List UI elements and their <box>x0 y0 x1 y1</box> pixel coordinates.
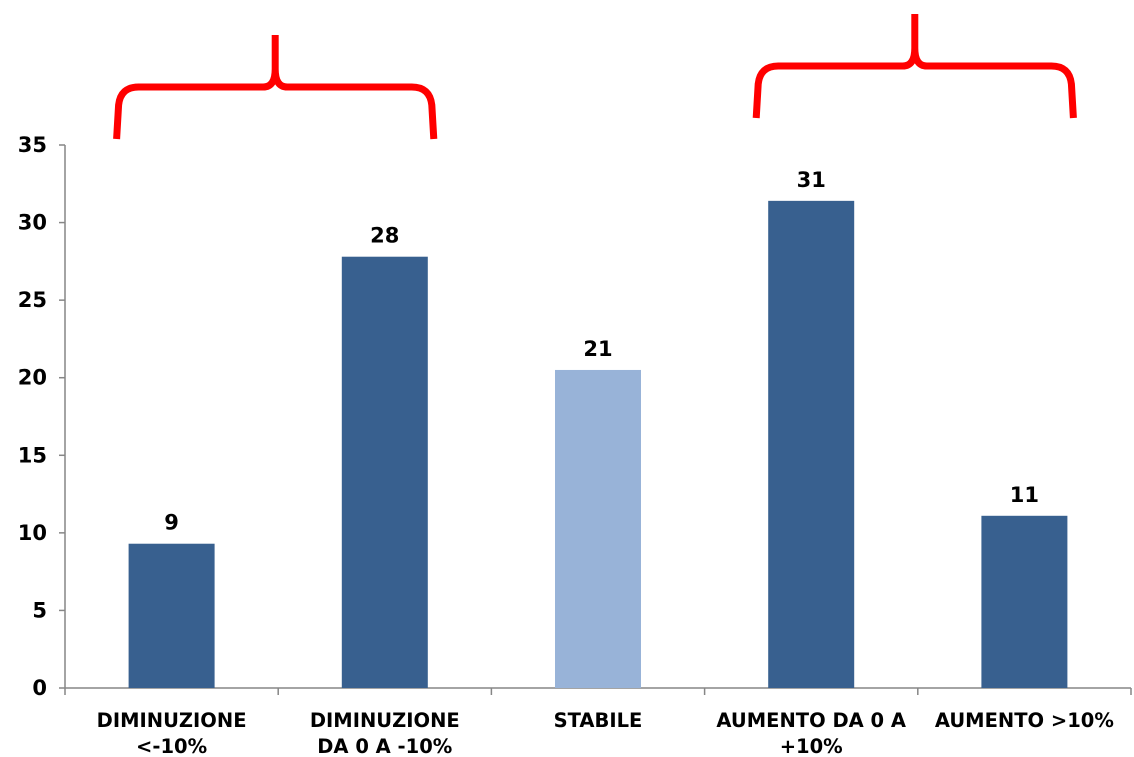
y-tick-label: 25 <box>18 288 47 312</box>
data-label: 21 <box>583 337 612 361</box>
y-tick-label: 20 <box>18 366 47 390</box>
curly-bracket-annotation <box>113 35 438 140</box>
category-label: +10% <box>780 735 843 757</box>
bar <box>555 369 641 688</box>
category-label: AUMENTO DA 0 A <box>716 709 906 732</box>
y-tick-label: 30 <box>18 211 47 235</box>
chart-bars <box>128 200 1068 688</box>
data-label: 11 <box>1010 483 1039 507</box>
category-label: DIMINUZIONE <box>97 709 247 732</box>
data-label: 28 <box>370 224 399 248</box>
y-tick-label: 10 <box>18 521 47 545</box>
y-tick-label: 0 <box>32 676 47 700</box>
data-label: 31 <box>797 168 826 192</box>
bar <box>981 515 1068 688</box>
bracket-annotations <box>113 14 1077 140</box>
bar <box>768 200 855 688</box>
y-tick-label: 5 <box>32 598 47 622</box>
y-tick-label: 15 <box>18 443 47 467</box>
category-label: DIMINUZIONE <box>310 709 460 732</box>
bar <box>128 543 215 688</box>
category-label: <-10% <box>136 735 207 757</box>
bar <box>341 256 428 688</box>
category-label: STABILE <box>554 709 643 732</box>
data-label: 9 <box>164 511 179 535</box>
category-label: AUMENTO >10% <box>935 709 1114 732</box>
category-label: DA 0 A -10% <box>317 735 452 757</box>
curly-bracket-annotation <box>752 14 1077 119</box>
y-tick-label: 35 <box>18 133 47 157</box>
chart-labels: 0 5 10 15 20 25 30 35 9 DIMINUZIONE <-10% 28 DIMINUZ… <box>18 133 1114 757</box>
